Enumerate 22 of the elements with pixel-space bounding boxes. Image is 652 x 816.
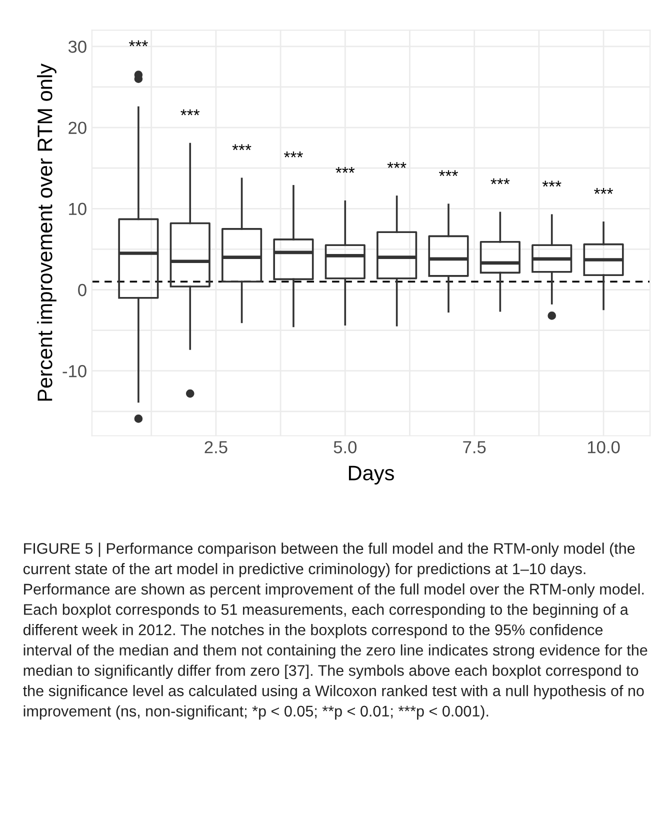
annotation: ***: [128, 40, 148, 46]
x-axis-title: Days: [348, 466, 394, 485]
y-axis-title: Percent improvement over RTM only: [37, 64, 56, 401]
y-tick-label: 10: [69, 202, 86, 216]
y-tick-label: -10: [62, 365, 86, 378]
x-tick-label: 5.0: [334, 441, 357, 454]
y-tick-label: 20: [68, 122, 86, 134]
annotation: ***: [336, 166, 355, 173]
annotation: ***: [232, 144, 252, 150]
annotation: ***: [490, 178, 510, 184]
x-tick-label: 10.0: [588, 441, 620, 454]
x-tick-label: 7.5: [463, 441, 486, 454]
text: FIGURE 5 | Performance comparison between the full model and the RTM-only model (the current state of the art model in predictive criminology) for predictions at 1–10 days. Performance are shown as percent improvement of the full model over the RTM-only model. Each boxplot corresponds to 51 measurements, each corresponding to the beginning of a different week in 2012. The notches in the boxplots correspond to the 95% confidence interval of the median and them not containing the zero line indicates strong evidence for the median to significantly differ from zero [37]. The symbols above each boxplot correspond to the significance level as calculated using a Wilcoxon ranked test with a null hypothesis of no improvement (ns, non-significant; *p < 0.05; **p < 0.01; ***p < 0.001).: [23, 542, 648, 720]
y-tick-label: 30: [68, 40, 86, 53]
annotation: ***: [180, 109, 200, 116]
x-tick-label: 2.5: [204, 441, 228, 454]
annotation: ***: [284, 152, 303, 158]
y-tick-label: 0: [78, 284, 86, 296]
annotation: ***: [594, 188, 614, 194]
annotation: ***: [387, 162, 406, 168]
annotation: ***: [439, 170, 458, 176]
annotation: ***: [542, 180, 562, 187]
